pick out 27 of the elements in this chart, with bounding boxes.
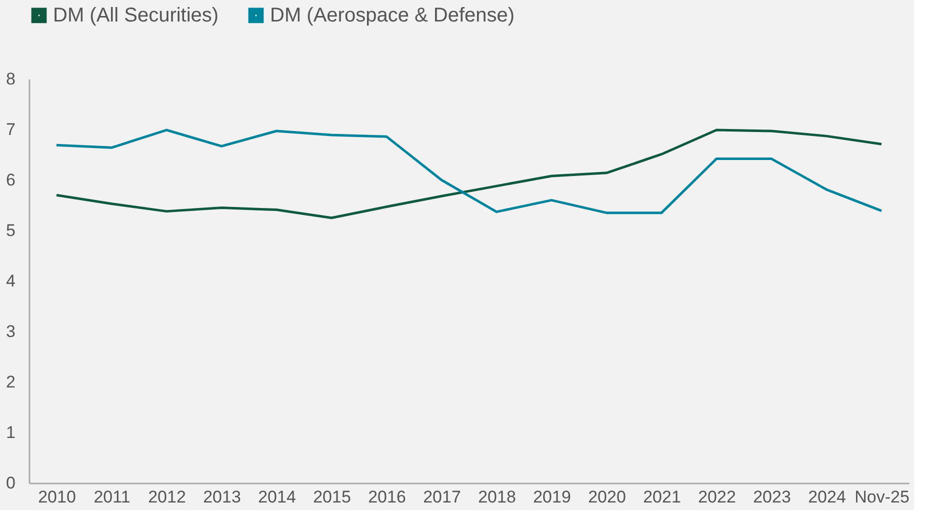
x-tick-label: 2022 [698,488,736,506]
y-tick-label: 1 [6,423,16,442]
x-tick-label: 2014 [258,488,296,506]
x-tick-label: 2023 [753,488,791,506]
x-tick-label: 2019 [533,488,571,506]
y-tick-label: 7 [6,120,16,139]
x-tick-label: 2013 [203,488,241,506]
x-tick-label: 2021 [643,488,681,506]
x-tick-label: 2016 [368,488,406,506]
y-tick-label: 2 [6,372,16,392]
x-tick-label: 2015 [313,488,351,506]
y-tick-label: 6 [6,170,16,190]
legend-label: DM (All Securities) [53,4,219,26]
x-tick-label: Nov-25 [854,488,910,506]
x-tick-label: 2012 [148,488,186,506]
x-tick-label: 2024 [808,488,846,506]
y-tick-label: 0 [6,474,16,492]
y-tick-label: 4 [6,272,16,290]
x-tick-label: 2010 [38,488,76,506]
x-tick-label: 2017 [423,488,461,506]
x-tick-label: 2020 [588,488,626,506]
y-tick-label: 8 [6,70,16,88]
y-tick-label: 5 [6,221,16,240]
y-tick-label: 3 [6,322,16,341]
legend-label: DM (Aerospace & Defense) [270,4,515,26]
x-tick-label: 2011 [94,488,130,506]
x-tick-label: 2018 [478,488,516,506]
